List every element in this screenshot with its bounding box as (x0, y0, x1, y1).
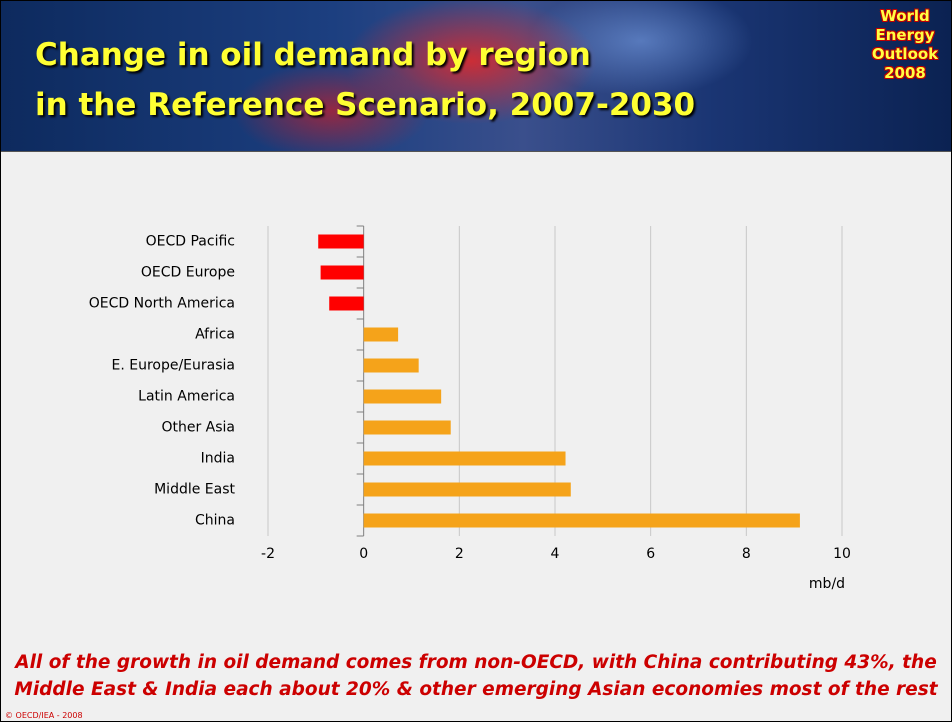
y-tick-label: China (195, 513, 235, 529)
y-tick-label: India (201, 451, 235, 467)
y-tick-label: Middle East (154, 482, 235, 498)
bar (329, 296, 364, 311)
logo-text: 2008 (884, 64, 926, 82)
bar (363, 327, 399, 342)
caption: All of the growth in oil demand comes fr… (15, 652, 937, 673)
logo-text: World (880, 7, 930, 25)
logo-text: Outlook (871, 45, 939, 63)
x-tick-label: -2 (261, 546, 275, 562)
y-tick-label: OECD North America (89, 296, 235, 312)
x-tick-label: 10 (833, 546, 851, 562)
bar (363, 513, 800, 528)
y-tick-label: Africa (195, 327, 235, 343)
bar (363, 389, 442, 404)
x-tick-label: 6 (646, 546, 655, 562)
bar (363, 420, 451, 435)
banner: Change in oil demand by region in the Re… (1, 1, 951, 152)
y-tick-label: OECD Pacific (146, 234, 235, 250)
x-tick-label: 0 (359, 546, 368, 562)
logo-text: Energy (875, 26, 935, 44)
bar (363, 451, 566, 466)
bar (363, 482, 571, 497)
title: in the Reference Scenario, 2007-2030 (35, 87, 696, 123)
bar (320, 265, 364, 280)
x-tick-label: 2 (455, 546, 464, 562)
copyright: © OECD/IEA - 2008 (5, 711, 83, 720)
x-tick-label: 8 (742, 546, 751, 562)
chart: mb/d -2 0 2 4 6 8 10 OECD Pacific OECD Europe OEC… (89, 225, 851, 592)
bar (318, 234, 364, 249)
x-tick-label: 4 (551, 546, 560, 562)
x-axis-label: mb/d (809, 576, 845, 592)
y-tick-label: Other Asia (161, 420, 235, 436)
y-tick-label: E. Europe/Eurasia (111, 358, 235, 374)
bar (363, 358, 419, 373)
y-tick-label: OECD Europe (141, 265, 235, 281)
y-tick-label: Latin America (138, 389, 235, 405)
title: Change in oil demand by region (35, 37, 591, 73)
caption: Middle East & India each about 20% & oth… (14, 679, 938, 700)
